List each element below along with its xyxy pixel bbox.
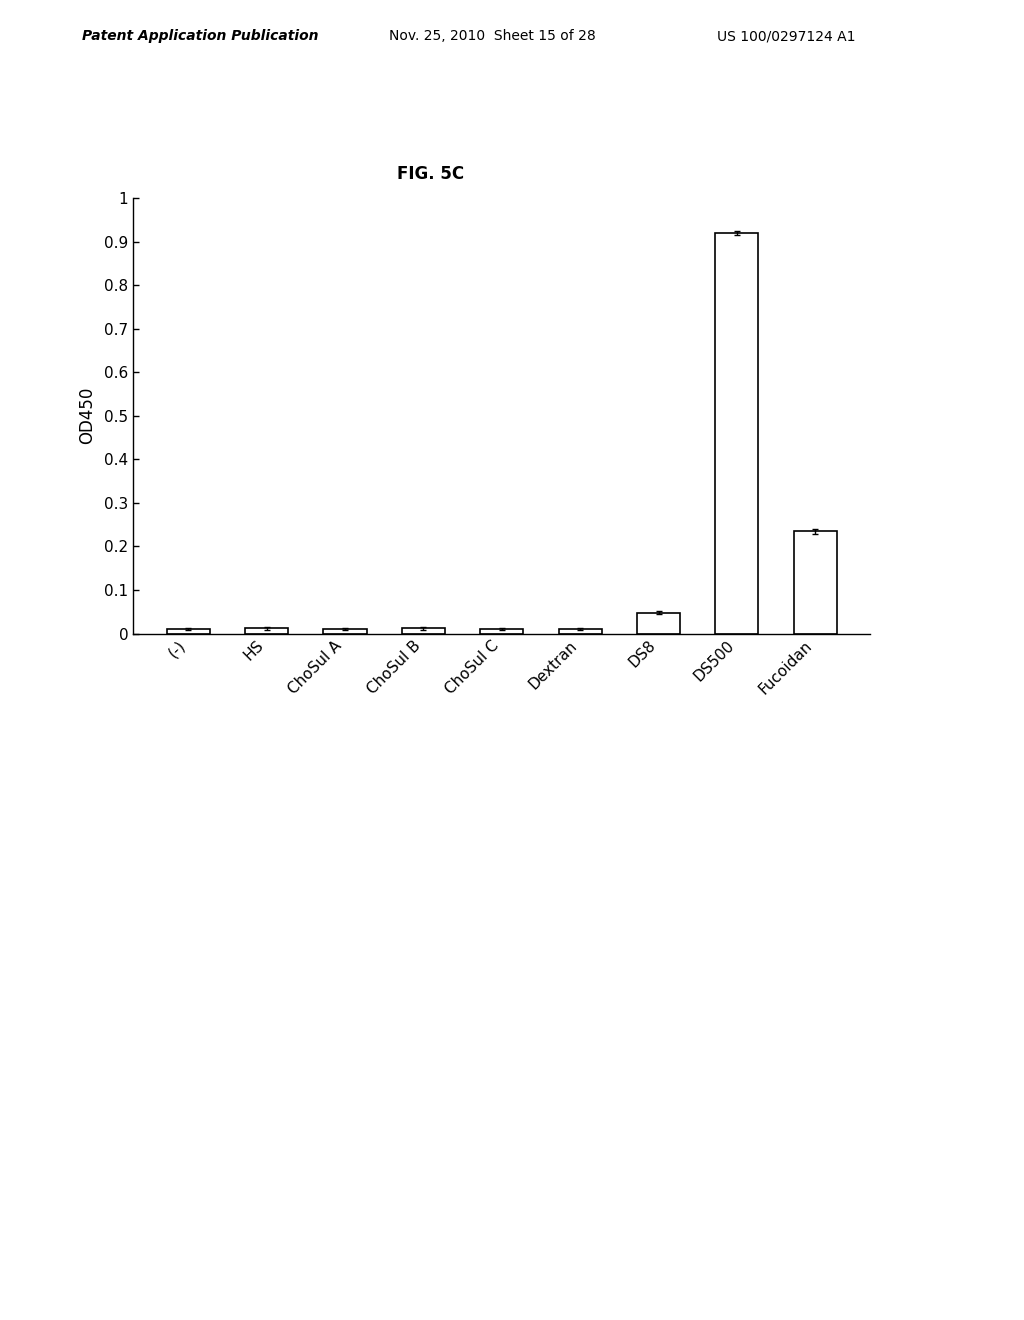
Bar [324, 628, 367, 634]
Y-axis label: OD450: OD450 [78, 387, 95, 445]
Bar [716, 232, 759, 634]
Bar [480, 628, 523, 634]
Text: US 100/0297124 A1: US 100/0297124 A1 [717, 29, 855, 44]
Text: FIG. 5C: FIG. 5C [396, 165, 464, 183]
Bar [637, 612, 680, 634]
Bar [559, 628, 602, 634]
Text: Patent Application Publication: Patent Application Publication [82, 29, 318, 44]
Bar [794, 531, 837, 634]
Bar [245, 628, 288, 634]
Bar [401, 628, 444, 634]
Bar [167, 630, 210, 634]
Text: Nov. 25, 2010  Sheet 15 of 28: Nov. 25, 2010 Sheet 15 of 28 [389, 29, 596, 44]
